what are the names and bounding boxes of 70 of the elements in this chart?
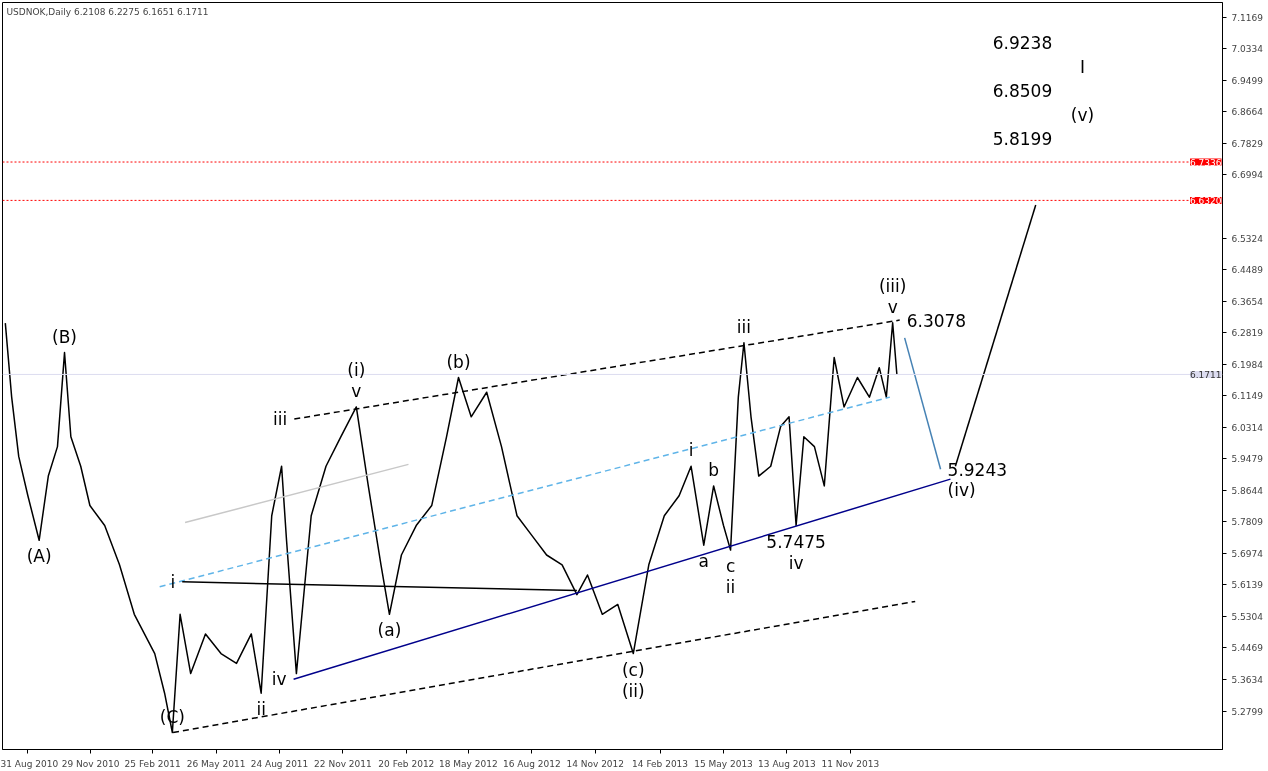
x-tick-label: 14 Feb 2013: [632, 758, 689, 769]
y-tick-label: 5.6139: [1231, 580, 1264, 591]
y-tick-label: 5.8644: [1231, 485, 1264, 496]
y-tick-label: 5.5304: [1231, 611, 1264, 622]
x-tick-label: 20 Feb 2012: [378, 758, 435, 769]
y-tick-label: 6.9499: [1231, 75, 1264, 86]
annotation: 5.7475: [766, 532, 826, 553]
annotation: b: [708, 459, 720, 480]
annotation: (iii): [878, 275, 907, 296]
y-tick-label: 5.7809: [1231, 517, 1264, 528]
annotation: 5.9243: [947, 459, 1008, 480]
annotation: (v): [1070, 104, 1095, 125]
x-tick-label: 18 May 2012: [439, 758, 498, 769]
annotation: v: [887, 296, 898, 317]
annotation: (a): [377, 620, 402, 641]
annotation: (i): [347, 359, 366, 380]
annotation: (b): [446, 351, 471, 372]
annotation: v: [351, 380, 362, 401]
annotation: iv: [788, 552, 804, 573]
y-tick-label: 6.2819: [1231, 328, 1264, 339]
annotation: (A): [26, 546, 52, 567]
y-tick-label: 6.1149: [1231, 391, 1264, 402]
annotation: iii: [273, 409, 288, 430]
y-tick-label: 5.6974: [1231, 548, 1264, 559]
ref-line-label: 6.6320: [1190, 195, 1222, 206]
annotation: (c): [621, 659, 645, 680]
y-tick-label: 6.6994: [1231, 170, 1264, 181]
x-tick-label: 11 Nov 2013: [821, 758, 880, 769]
y-tick-label: 5.3634: [1231, 674, 1264, 685]
y-tick-label: 7.0334: [1231, 44, 1264, 55]
annotation: iii: [736, 316, 752, 337]
annotation: 6.9238: [992, 33, 1053, 53]
y-tick-label: 5.2799: [1231, 706, 1264, 717]
annotation: a: [698, 551, 709, 572]
y-tick-label: 6.5324: [1231, 233, 1264, 244]
annotation: I: [1079, 56, 1086, 77]
y-tick-label: 6.7829: [1231, 138, 1264, 149]
x-tick-label: 24 Aug 2011: [250, 758, 309, 769]
ref-line-label: 6.7336: [1190, 157, 1222, 168]
x-tick-label: 25 Feb 2011: [124, 758, 181, 769]
annotation: ii: [256, 699, 266, 720]
y-tick-label: 5.4469: [1231, 643, 1264, 654]
annotation: 6.8509: [992, 81, 1053, 101]
annotation: (B): [52, 326, 77, 347]
y-tick-label: 6.8664: [1231, 107, 1264, 118]
x-tick-label: 26 May 2011: [186, 758, 246, 769]
annotation: (iv): [947, 480, 976, 501]
annotation: i: [170, 571, 176, 592]
annotation: (ii): [621, 680, 645, 701]
ref-line-label: 6.1711: [1190, 369, 1222, 380]
y-tick-label: 6.0314: [1231, 422, 1264, 433]
y-tick-label: 6.1984: [1231, 359, 1264, 370]
annotation: ii: [725, 577, 736, 598]
x-tick-label: 22 Nov 2011: [314, 758, 372, 769]
x-tick-label: 13 Aug 2013: [758, 758, 816, 769]
annotation: c: [725, 556, 736, 577]
x-tick-label: 14 Nov 2012: [566, 758, 625, 769]
y-tick-label: 5.9479: [1231, 454, 1264, 465]
annotation: iv: [271, 669, 287, 690]
y-tick-label: 6.4489: [1231, 265, 1264, 276]
x-tick-label: 15 May 2013: [694, 758, 753, 769]
annotation: 5.8199: [992, 129, 1053, 149]
annotation: 6.3078: [906, 310, 967, 331]
x-tick-label: 16 Aug 2012: [502, 758, 561, 769]
y-tick-label: 6.3654: [1231, 296, 1264, 307]
annotation: i: [688, 440, 694, 461]
chart-title: USDNOK,Daily 6.2108 6.2275 6.1651 6.1711: [6, 6, 209, 17]
x-tick-label: 29 Nov 2010: [61, 758, 120, 769]
x-tick-label: 31 Aug 2010: [0, 758, 59, 769]
y-tick-label: 7.1169: [1231, 12, 1264, 23]
